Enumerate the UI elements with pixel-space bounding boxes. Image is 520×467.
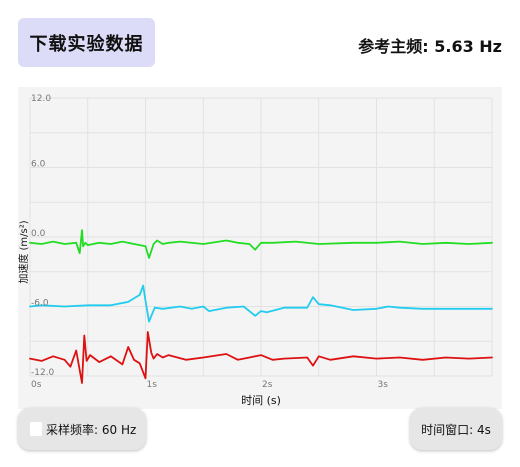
- y-tick-label: 6.0: [31, 160, 46, 170]
- chart-svg: 12.0 6.0 0.0 -6.0 -12.0 0s 1s 2s 3s 时间 (s) 加速度 (…: [17, 87, 502, 409]
- acceleration-chart: 12.0 6.0 0.0 -6.0 -12.0 0s 1s 2s 3s 时间 (s) 加速度 (…: [17, 87, 502, 409]
- download-data-button[interactable]: 下载实验数据: [18, 18, 155, 67]
- y-tick-label: -6.0: [31, 299, 49, 309]
- reference-frequency-label: 参考主频: 5.63 Hz: [358, 37, 502, 56]
- y-axis-title: 加速度 (m/s²): [18, 220, 30, 283]
- chart-series: [29, 229, 493, 384]
- series-line-3: [29, 331, 493, 384]
- chart-tick-labels: 12.0 6.0 0.0 -6.0 -12.0 0s 1s 2s 3s: [31, 94, 388, 390]
- x-tick-label: 0s: [31, 380, 42, 390]
- sample-rate-label: 采样频率: 60 Hz: [46, 422, 137, 437]
- series-line-1: [29, 229, 493, 259]
- y-tick-label: 0.0: [31, 229, 46, 239]
- time-window-label: 时间窗口: 4s: [421, 422, 491, 437]
- sample-rate-swatch: [30, 422, 42, 436]
- x-tick-label: 3s: [378, 380, 389, 390]
- chart-grid: [29, 97, 493, 377]
- x-axis-title: 时间 (s): [241, 394, 281, 407]
- time-window-pill: 时间窗口: 4s: [410, 408, 502, 450]
- chart-background: [18, 87, 502, 409]
- x-tick-label: 2s: [262, 380, 273, 390]
- y-tick-label: -12.0: [31, 368, 55, 378]
- sample-rate-pill: 采样频率: 60 Hz: [18, 408, 146, 450]
- x-tick-label: 1s: [147, 380, 158, 390]
- series-line-2: [29, 284, 493, 323]
- y-tick-label: 12.0: [31, 94, 51, 104]
